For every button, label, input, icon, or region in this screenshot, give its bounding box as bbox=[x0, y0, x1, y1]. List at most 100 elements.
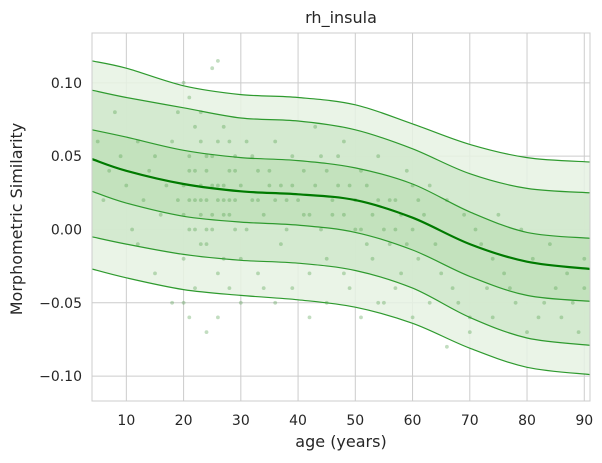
scatter-point bbox=[336, 183, 340, 188]
scatter-point bbox=[95, 139, 100, 144]
x-tick-label: 80 bbox=[518, 413, 536, 429]
scatter-point bbox=[296, 198, 300, 203]
scatter-point bbox=[467, 330, 472, 334]
scatter-point bbox=[370, 256, 375, 261]
scatter-point bbox=[233, 227, 238, 232]
scatter-point bbox=[141, 198, 146, 203]
scatter-point bbox=[204, 227, 209, 232]
centile-line-4 bbox=[91, 190, 591, 302]
scatter-point bbox=[387, 198, 392, 203]
scatter-point bbox=[250, 154, 255, 159]
y-tick-label: 0.10 bbox=[51, 76, 82, 92]
scatter-point bbox=[221, 124, 226, 129]
centile-line-1 bbox=[91, 89, 591, 194]
scatter-point bbox=[393, 286, 398, 290]
scatter-point bbox=[479, 242, 484, 247]
scatter-point bbox=[227, 198, 232, 203]
scatter-point bbox=[490, 315, 495, 320]
scatter-point bbox=[565, 271, 569, 276]
scatter-point bbox=[187, 198, 192, 203]
scatter-point bbox=[244, 227, 249, 232]
plot-frame bbox=[91, 32, 591, 402]
scatter-point bbox=[307, 212, 312, 217]
scatter-point bbox=[273, 198, 278, 203]
scatter-point bbox=[273, 300, 278, 305]
median-line bbox=[91, 158, 591, 271]
scatter-point bbox=[216, 183, 220, 188]
scatter-point bbox=[204, 154, 209, 159]
scatter-point bbox=[353, 227, 358, 232]
scatter-point bbox=[382, 300, 386, 305]
scatter-point bbox=[313, 124, 318, 129]
scatter-point bbox=[376, 154, 381, 159]
scatter-point bbox=[336, 154, 340, 159]
scatter-point bbox=[370, 212, 375, 217]
scatter-point bbox=[485, 286, 489, 290]
scatter-point bbox=[342, 212, 346, 217]
scatter-point bbox=[284, 198, 289, 203]
scatter-point bbox=[244, 139, 249, 144]
x-tick-labels: 10 20 30 40 50 60 70 80 90 bbox=[117, 413, 593, 429]
scatter-point bbox=[502, 271, 506, 276]
scatter-point bbox=[113, 110, 117, 115]
scatter-point bbox=[307, 315, 312, 320]
scatter-point bbox=[382, 227, 386, 232]
x-tick-label: 90 bbox=[575, 413, 593, 429]
scatter-point bbox=[227, 139, 232, 144]
scatter-point bbox=[279, 183, 283, 188]
scatter-point bbox=[176, 198, 180, 203]
x-tick-label: 70 bbox=[461, 413, 479, 429]
x-tick-label: 60 bbox=[404, 413, 422, 429]
scatter-points bbox=[95, 59, 587, 349]
scatter-point bbox=[164, 183, 169, 188]
scatter-point bbox=[193, 198, 197, 203]
scatter-point bbox=[410, 227, 415, 232]
scatter-point bbox=[290, 183, 295, 188]
y-tick-labels: −0.10 −0.05 0.00 0.05 0.10 bbox=[39, 76, 82, 385]
scatter-point bbox=[216, 59, 220, 63]
scatter-point bbox=[210, 66, 215, 71]
scatter-point bbox=[525, 330, 529, 334]
scatter-point bbox=[359, 227, 363, 232]
scatter-point bbox=[462, 212, 466, 217]
y-axis-label: Morphometric Similarity bbox=[7, 123, 26, 316]
scatter-point bbox=[330, 198, 335, 203]
plot-border bbox=[91, 32, 591, 402]
x-tick-label: 20 bbox=[175, 413, 193, 429]
scatter-point bbox=[187, 95, 192, 100]
scatter-point bbox=[233, 168, 238, 173]
scatter-point bbox=[473, 227, 478, 232]
scatter-point bbox=[404, 242, 409, 247]
scatter-point bbox=[410, 315, 415, 320]
scatter-point bbox=[181, 80, 186, 85]
scatter-point bbox=[279, 242, 283, 247]
scatter-point bbox=[256, 198, 260, 203]
scatter-point bbox=[198, 198, 203, 203]
scatter-point bbox=[210, 183, 215, 188]
scatter-point bbox=[204, 242, 209, 247]
scatter-point bbox=[181, 256, 186, 261]
scatter-point bbox=[187, 227, 192, 232]
scatter-point bbox=[433, 242, 438, 247]
scatter-point bbox=[553, 286, 558, 290]
scatter-point bbox=[256, 271, 260, 276]
scatter-point bbox=[153, 271, 157, 276]
scatter-point bbox=[542, 300, 547, 305]
scatter-point bbox=[187, 168, 192, 173]
scatter-point bbox=[170, 300, 175, 305]
scatter-point bbox=[284, 227, 289, 232]
scatter-point bbox=[427, 300, 432, 305]
scatter-point bbox=[456, 300, 461, 305]
scatter-point bbox=[221, 183, 226, 188]
scatter-point bbox=[324, 256, 329, 261]
scatter-point bbox=[364, 183, 369, 188]
band-inner bbox=[92, 129, 590, 302]
scatter-point bbox=[233, 198, 238, 203]
chart-title: rh_insula bbox=[305, 8, 377, 28]
scatter-point bbox=[536, 315, 541, 320]
scatter-point bbox=[181, 300, 186, 305]
x-tick-label: 30 bbox=[232, 413, 250, 429]
scatter-point bbox=[445, 344, 449, 349]
scatter-point bbox=[319, 154, 323, 159]
scatter-point bbox=[256, 168, 260, 173]
